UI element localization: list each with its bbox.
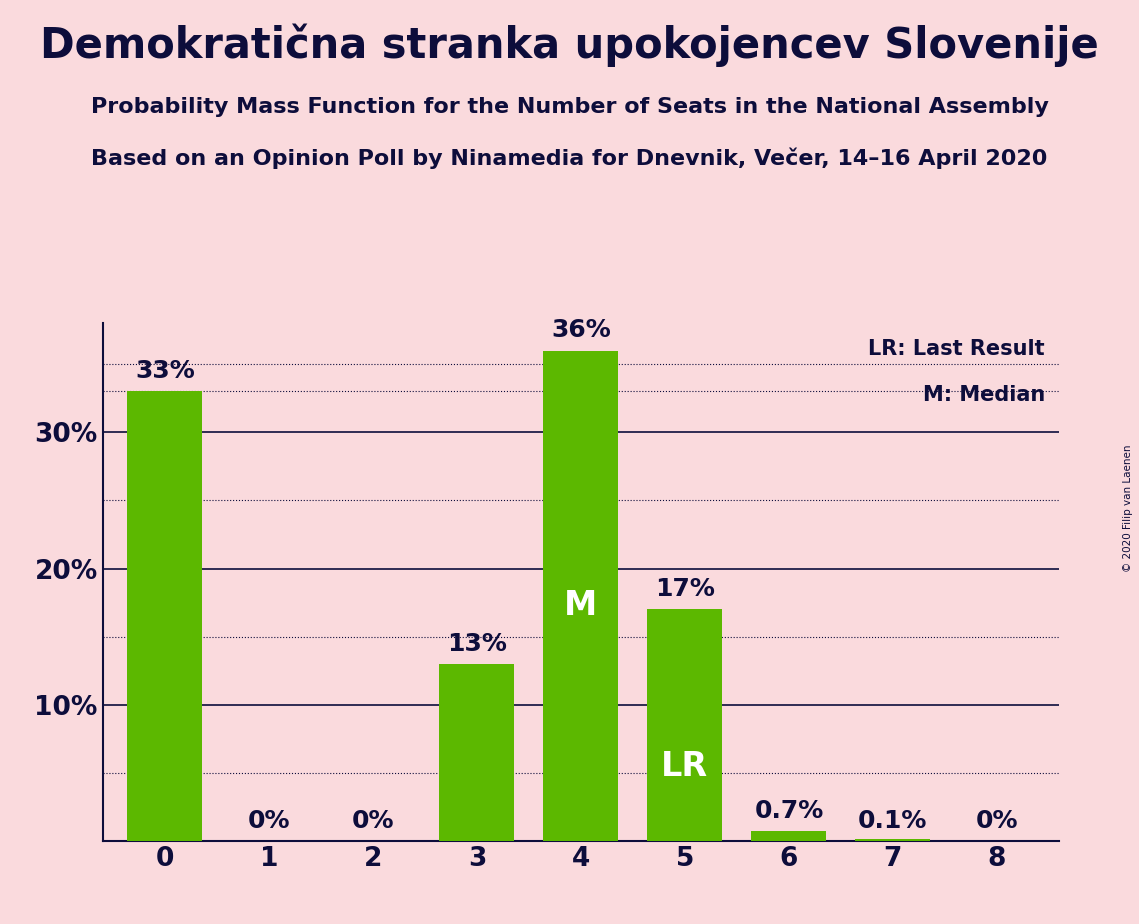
Text: 0%: 0% — [976, 808, 1018, 833]
Text: Probability Mass Function for the Number of Seats in the National Assembly: Probability Mass Function for the Number… — [91, 97, 1048, 117]
Text: M: M — [564, 589, 598, 622]
Bar — [855, 840, 931, 841]
Text: © 2020 Filip van Laenen: © 2020 Filip van Laenen — [1123, 444, 1133, 572]
Bar — [752, 832, 826, 841]
Text: M: Median: M: Median — [923, 385, 1044, 406]
Text: 0%: 0% — [352, 808, 394, 833]
Bar — [543, 350, 618, 841]
Text: 0.1%: 0.1% — [858, 808, 927, 833]
Bar — [440, 663, 515, 841]
Text: 17%: 17% — [655, 578, 715, 602]
Text: 36%: 36% — [551, 319, 611, 343]
Bar — [128, 392, 203, 841]
Text: LR: Last Result: LR: Last Result — [868, 339, 1044, 359]
Text: 13%: 13% — [446, 632, 507, 656]
Text: Demokratična stranka upokojencev Slovenije: Demokratična stranka upokojencev Sloveni… — [40, 23, 1099, 67]
Text: Based on an Opinion Poll by Ninamedia for Dnevnik, Večer, 14–16 April 2020: Based on an Opinion Poll by Ninamedia fo… — [91, 148, 1048, 169]
Text: 33%: 33% — [136, 359, 195, 383]
Bar — [647, 609, 722, 841]
Text: 0%: 0% — [247, 808, 290, 833]
Text: LR: LR — [662, 750, 708, 784]
Text: 0.7%: 0.7% — [754, 799, 823, 823]
